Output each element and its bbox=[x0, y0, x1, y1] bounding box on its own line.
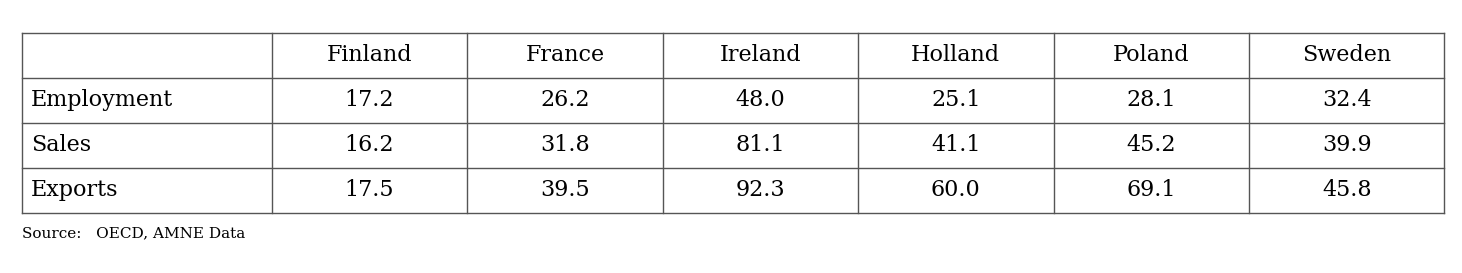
Text: Sales: Sales bbox=[31, 134, 91, 156]
Text: 39.9: 39.9 bbox=[1322, 134, 1371, 156]
Text: 26.2: 26.2 bbox=[539, 89, 589, 111]
Text: 32.4: 32.4 bbox=[1322, 89, 1371, 111]
Text: 69.1: 69.1 bbox=[1127, 179, 1175, 201]
Text: 45.8: 45.8 bbox=[1322, 179, 1371, 201]
Text: 92.3: 92.3 bbox=[735, 179, 785, 201]
Text: 16.2: 16.2 bbox=[345, 134, 395, 156]
Text: Exports: Exports bbox=[31, 179, 118, 201]
Text: Poland: Poland bbox=[1113, 44, 1190, 66]
Text: Source:   OECD, AMNE Data: Source: OECD, AMNE Data bbox=[22, 227, 246, 241]
Text: 17.2: 17.2 bbox=[345, 89, 395, 111]
Text: 48.0: 48.0 bbox=[735, 89, 785, 111]
Text: Sweden: Sweden bbox=[1303, 44, 1392, 66]
Text: 28.1: 28.1 bbox=[1126, 89, 1175, 111]
Text: Holland: Holland bbox=[911, 44, 1000, 66]
Text: 39.5: 39.5 bbox=[539, 179, 589, 201]
Text: 45.2: 45.2 bbox=[1127, 134, 1175, 156]
Text: Finland: Finland bbox=[326, 44, 412, 66]
Text: France: France bbox=[525, 44, 604, 66]
Text: 81.1: 81.1 bbox=[735, 134, 785, 156]
Text: 60.0: 60.0 bbox=[931, 179, 981, 201]
Text: Ireland: Ireland bbox=[719, 44, 801, 66]
Text: Employment: Employment bbox=[31, 89, 173, 111]
Text: 17.5: 17.5 bbox=[345, 179, 395, 201]
Text: 31.8: 31.8 bbox=[539, 134, 589, 156]
Text: 25.1: 25.1 bbox=[931, 89, 981, 111]
Text: 41.1: 41.1 bbox=[931, 134, 981, 156]
